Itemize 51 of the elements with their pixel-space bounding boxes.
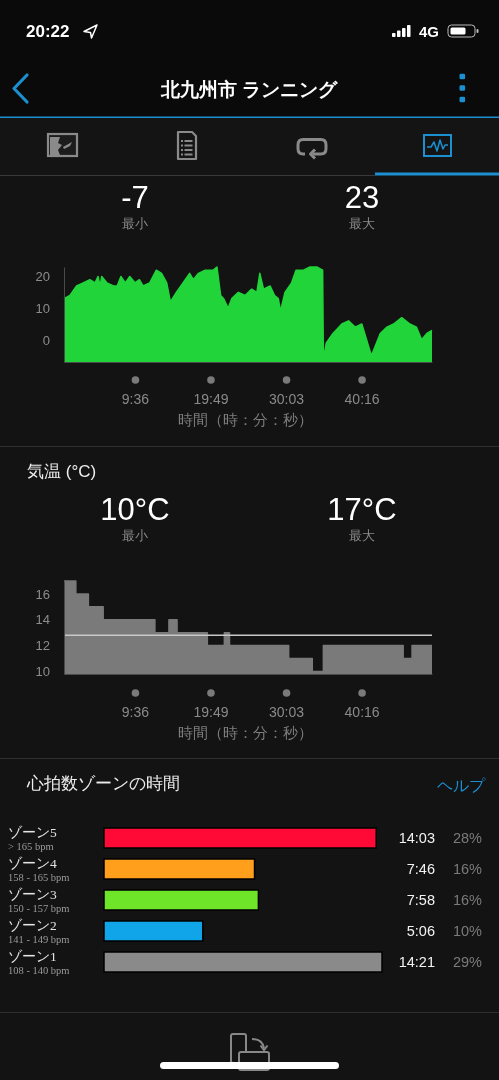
y-tick-label: 10	[35, 300, 50, 316]
x-tick-label: 19:49	[193, 703, 229, 720]
y-tick-label: 12	[35, 638, 50, 654]
x-tick-label: 9:36	[121, 390, 150, 407]
y-tick-label: ゾーン3 150 - 157 bpm	[8, 886, 70, 914]
text: 最小	[122, 216, 148, 231]
text: 16%	[452, 861, 483, 877]
text: ヘルプ	[437, 777, 486, 794]
bar	[103, 858, 256, 880]
bar	[103, 920, 204, 942]
chart-title: 気温 (°C)	[27, 462, 97, 481]
y-tick-label: ゾーン4 158 - 165 bpm	[8, 855, 70, 883]
x-tick-label: 30:03	[269, 703, 305, 720]
data-label: 14:03	[398, 830, 435, 846]
data-label: 7:58	[406, 892, 435, 908]
x-axis-title: 時間（時：分：秒）	[177, 724, 313, 741]
y-tick-label: ゾーン1 108 - 140 bpm	[8, 948, 70, 976]
x-tick-label: 9:36	[121, 703, 150, 720]
data-label: 14:21	[398, 954, 435, 970]
y-tick-label: 0	[42, 332, 50, 348]
text: 4G	[419, 23, 440, 40]
x-tick-label: 30:03	[269, 390, 305, 407]
x-tick-label: 40:16	[344, 703, 380, 720]
y-tick-label: 10	[35, 664, 50, 680]
x-axis-title: 時間（時：分：秒）	[177, 411, 313, 428]
y-tick-label: 16	[35, 586, 50, 602]
text: 最小	[122, 528, 148, 543]
text: 最大	[349, 528, 375, 543]
y-tick-label: ゾーン5 > 165 bpm	[8, 824, 57, 852]
y-tick-label: 14	[35, 612, 50, 628]
x-tick-label: 40:16	[344, 390, 380, 407]
text: -7	[121, 180, 149, 215]
y-tick-label: 20	[35, 269, 50, 285]
chart-title: 心拍数ゾーンの時間	[26, 774, 180, 793]
text: 最大	[349, 216, 375, 231]
text: 10%	[452, 923, 483, 939]
y-tick-label: ゾーン2 141 - 149 bpm	[8, 917, 70, 945]
bar	[103, 889, 260, 911]
bar	[103, 951, 383, 973]
text: 17°C	[327, 492, 397, 527]
text: 29%	[452, 954, 483, 970]
data-label: 7:46	[406, 861, 435, 877]
chart-title: 北九州市 ランニング	[159, 79, 339, 100]
bar	[103, 827, 377, 849]
text: 20:22	[26, 22, 70, 41]
x-tick-label: 19:49	[193, 390, 229, 407]
data-label: 5:06	[406, 923, 435, 939]
text: 23	[344, 180, 380, 215]
text: 28%	[452, 830, 483, 846]
text: 16%	[452, 892, 483, 908]
text: 10°C	[100, 492, 170, 527]
